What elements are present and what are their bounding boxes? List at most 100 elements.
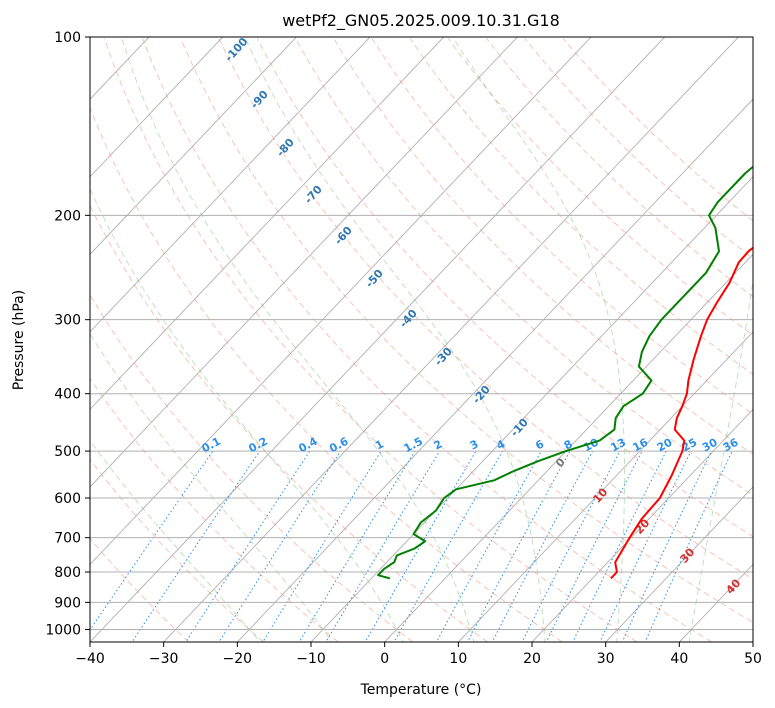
- isotherm-line: [457, 331, 753, 642]
- line-labels: 0.1 0.2 0.4 0.6 1 1.5 2 3 4 6 8 10 13 16 20 25 30 36-100-…: [200, 35, 744, 597]
- mixing-ratio-label: 36: [721, 436, 741, 455]
- mixing-ratio-line: [545, 450, 643, 642]
- mixing-ratio-line: [325, 450, 441, 642]
- dry-adiabat-line: [524, 38, 753, 260]
- isotherm-line: [90, 37, 666, 642]
- mixing-ratio-label: 13: [608, 436, 628, 455]
- dry-adiabat-label: -60: [332, 224, 355, 248]
- x-tick-label: −30: [149, 651, 179, 667]
- isotherm-line: [90, 37, 371, 333]
- dry-adiabat-line: [90, 293, 414, 642]
- mixing-ratio-label: 20: [655, 436, 675, 455]
- y-tick-label: 700: [54, 531, 81, 547]
- mixing-ratio-line: [491, 450, 594, 642]
- mixing-ratio-label: 2: [432, 437, 445, 452]
- mixing-ratio-line: [218, 450, 341, 642]
- moist-adiabat-line: [90, 187, 404, 642]
- isotherm-line: [605, 486, 753, 642]
- mixing-ratio-line: [262, 450, 382, 642]
- mixing-ratio-label: 0.6: [327, 435, 351, 456]
- y-tick-label: 200: [54, 208, 81, 224]
- dry-adiabat-line: [142, 38, 712, 642]
- mixing-ratio-label: 3: [468, 437, 481, 452]
- dry-adiabat-line: [409, 38, 753, 375]
- isotherm-line: [90, 37, 445, 411]
- chart-title: wetPf2_GN05.2025.009.10.31.G18: [282, 11, 560, 31]
- x-tick-label: 0: [380, 651, 389, 667]
- plot-frame: [89, 36, 754, 643]
- mixing-ratio-label: 16: [631, 436, 651, 455]
- x-tick-label: −10: [296, 651, 326, 667]
- mixing-ratio-label: 0.4: [296, 435, 320, 456]
- x-tick-label: 40: [670, 651, 688, 667]
- dry-adiabat-line: [90, 377, 339, 642]
- x-tick-label: 30: [597, 651, 615, 667]
- isotherm-line: [90, 37, 298, 255]
- dry-adiabat-label: -100: [222, 35, 250, 64]
- dry-adiabat-line: [90, 537, 190, 642]
- dry-adiabat-line: [486, 38, 753, 298]
- dry-adiabat-label: -50: [363, 267, 386, 291]
- dry-adiabat-line: [180, 38, 753, 623]
- x-tick-label: 20: [523, 651, 541, 667]
- mixing-ratio-label: 6: [533, 437, 546, 452]
- moist-adiabat-line: [760, 37, 775, 654]
- mixing-ratio-label: 10: [581, 436, 601, 455]
- mixing-ratio-line: [466, 450, 571, 642]
- x-axis-label: Temperature (°C): [360, 682, 482, 698]
- dry-adiabat-line: [90, 106, 563, 642]
- moist-adiabat-line: [688, 277, 753, 642]
- dry-adiabat-line: [448, 38, 753, 336]
- x-axis: −40 −30 −20 −10 0 10 20 30 40 50: [75, 642, 762, 667]
- mixing-ratio-label: 30: [700, 436, 720, 455]
- dry-adiabat-label: -90: [248, 88, 271, 112]
- background-lines: [90, 37, 775, 654]
- dry-adiabat-label: -20: [470, 383, 493, 407]
- dry-adiabat-label: -30: [432, 345, 455, 369]
- dry-adiabat-line: [333, 38, 753, 455]
- y-axis-label: Pressure (hPa): [11, 290, 27, 390]
- x-tick-label: −20: [223, 651, 253, 667]
- dry-adiabat-line: [104, 38, 638, 642]
- mixing-ratio-label: 1: [373, 437, 386, 452]
- isotherm-line: [310, 176, 753, 642]
- dry-adiabat-line: [562, 38, 753, 222]
- isotherm-line: [531, 408, 753, 642]
- dry-adiabat-label: -80: [274, 136, 297, 160]
- isotherm-line: [163, 37, 740, 642]
- moist-adiabat-line: [452, 37, 626, 642]
- dry-adiabat-line: [90, 204, 488, 642]
- y-axis: 100 200 300 400 500 600 700 800 900 1000: [45, 30, 90, 638]
- x-tick-label: 10: [449, 651, 467, 667]
- y-tick-label: 100: [54, 30, 81, 46]
- dry-adiabat-line: [256, 38, 753, 538]
- y-tick-label: 400: [54, 387, 81, 403]
- isotherm-line: [90, 37, 592, 566]
- y-tick-label: 800: [54, 565, 81, 581]
- y-tick-label: 900: [54, 595, 81, 611]
- temperature-profile-line: [610, 246, 753, 580]
- dry-adiabat-line: [371, 38, 753, 415]
- isotherm-line: [90, 37, 519, 488]
- mixing-ratio-line: [521, 450, 621, 642]
- isotherm-line: [384, 253, 753, 642]
- dry-adiabat-line: [218, 38, 753, 580]
- x-tick-label: −40: [75, 651, 105, 667]
- mixing-ratio-label: 0.1: [200, 435, 223, 456]
- moist-adiabat-label: 10: [590, 485, 610, 505]
- mixing-ratio-line: [364, 450, 477, 642]
- moist-adiabat-line: [244, 37, 546, 642]
- y-tick-label: 1000: [45, 622, 81, 638]
- moist-adiabat-line: [90, 332, 333, 642]
- isotherm-line: [236, 98, 753, 642]
- dewpoint-profile-line: [377, 165, 753, 580]
- series-layer: [377, 165, 753, 580]
- moist-adiabat-line: [120, 37, 475, 642]
- y-tick-label: 600: [54, 491, 81, 507]
- mixing-ratio-label: 1.5: [402, 435, 425, 456]
- y-tick-label: 300: [54, 313, 81, 329]
- isotherm-line: [90, 37, 224, 178]
- dry-adiabat-line: [295, 38, 753, 496]
- dry-adiabat-line: [90, 458, 264, 642]
